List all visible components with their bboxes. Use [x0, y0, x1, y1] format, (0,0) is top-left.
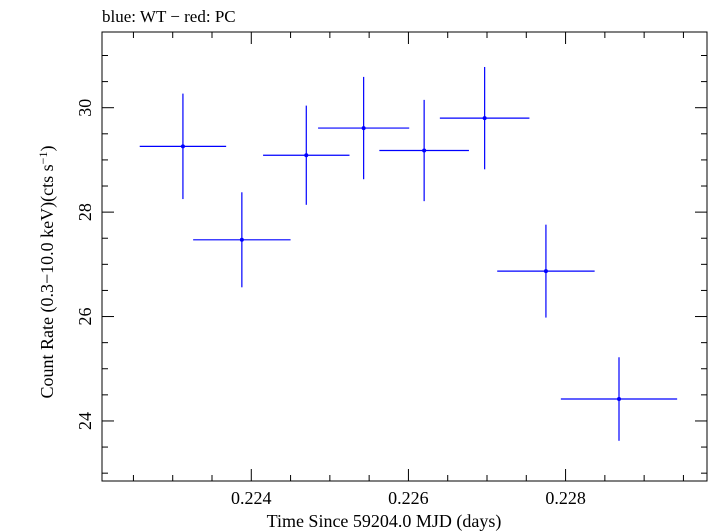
data-point	[439, 66, 530, 170]
data-point	[560, 357, 678, 441]
point-marker	[617, 397, 621, 402]
point-marker	[304, 153, 309, 158]
y-axis-tick-labels: 24 26 28 30	[75, 99, 95, 430]
y-tick-label: 30	[75, 99, 95, 117]
point-marker	[180, 144, 185, 149]
point-marker	[422, 148, 427, 153]
y-axis-ticks	[102, 54, 707, 474]
data-point	[318, 76, 410, 180]
x-axis-ticks	[132, 32, 684, 481]
data-point	[263, 105, 350, 205]
x-tick-label: 0.224	[231, 488, 272, 508]
data-point	[193, 192, 291, 288]
point-marker	[361, 126, 366, 131]
point-marker	[239, 237, 244, 242]
point-marker	[482, 116, 487, 121]
data-point	[139, 93, 227, 200]
y-tick-label: 24	[75, 412, 95, 430]
data-points	[139, 66, 678, 441]
x-tick-label: 0.226	[388, 488, 429, 508]
chart-title: blue: WT − red: PC	[102, 7, 236, 26]
point-marker	[543, 269, 548, 274]
plot-frame	[101, 31, 708, 482]
plot-border	[101, 31, 708, 482]
x-axis-tick-labels: 0.224 0.226 0.228	[231, 488, 586, 508]
x-tick-label: 0.228	[545, 488, 586, 508]
x-axis-label: Time Since 59204.0 MJD (days)	[267, 511, 502, 532]
y-tick-label: 26	[75, 308, 95, 326]
data-point	[379, 99, 469, 202]
y-tick-label: 28	[75, 203, 95, 221]
data-point	[497, 224, 595, 318]
y-axis-label: Count Rate (0.3−10.0 keV)(cts s−1)	[36, 146, 58, 399]
